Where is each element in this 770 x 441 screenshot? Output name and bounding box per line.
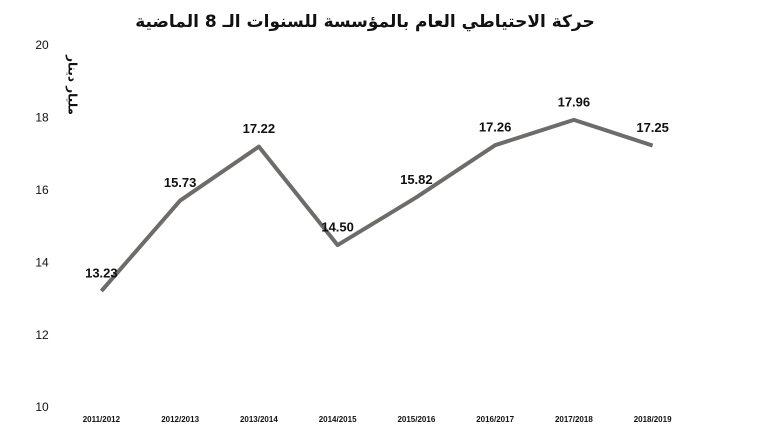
x-tick-label: 2011/2012 [83, 415, 121, 424]
chart-title: حركة الاحتياطي العام بالمؤسسة للسنوات ال… [135, 12, 595, 32]
value-label: 17.96 [558, 94, 591, 109]
x-tick-label: 2015/2016 [397, 415, 435, 424]
x-tick-label: 2018/2019 [634, 415, 672, 424]
y-tick-label: 16 [35, 183, 49, 197]
x-tick-label: 2013/2014 [240, 415, 278, 424]
y-tick-label: 14 [35, 255, 49, 269]
y-axis-label: مليار دينار [66, 54, 80, 115]
value-label: 13.23 [85, 266, 118, 281]
x-tick-label: 2016/2017 [476, 415, 514, 424]
y-tick-label: 20 [35, 38, 49, 52]
value-label: 14.50 [321, 220, 354, 235]
y-tick-label: 18 [35, 111, 49, 125]
y-tick-label: 12 [35, 328, 49, 342]
x-tick-label: 2012/2013 [161, 415, 199, 424]
x-tick-label: 2014/2015 [319, 415, 357, 424]
y-tick-label: 10 [35, 400, 49, 414]
value-label: 17.22 [243, 121, 276, 136]
line [99, 117, 654, 293]
value-label: 15.82 [400, 172, 433, 187]
value-label: 17.26 [479, 120, 512, 135]
value-label: 17.25 [636, 120, 669, 135]
x-tick-label: 2017/2018 [555, 415, 593, 424]
value-label: 15.73 [164, 175, 197, 190]
